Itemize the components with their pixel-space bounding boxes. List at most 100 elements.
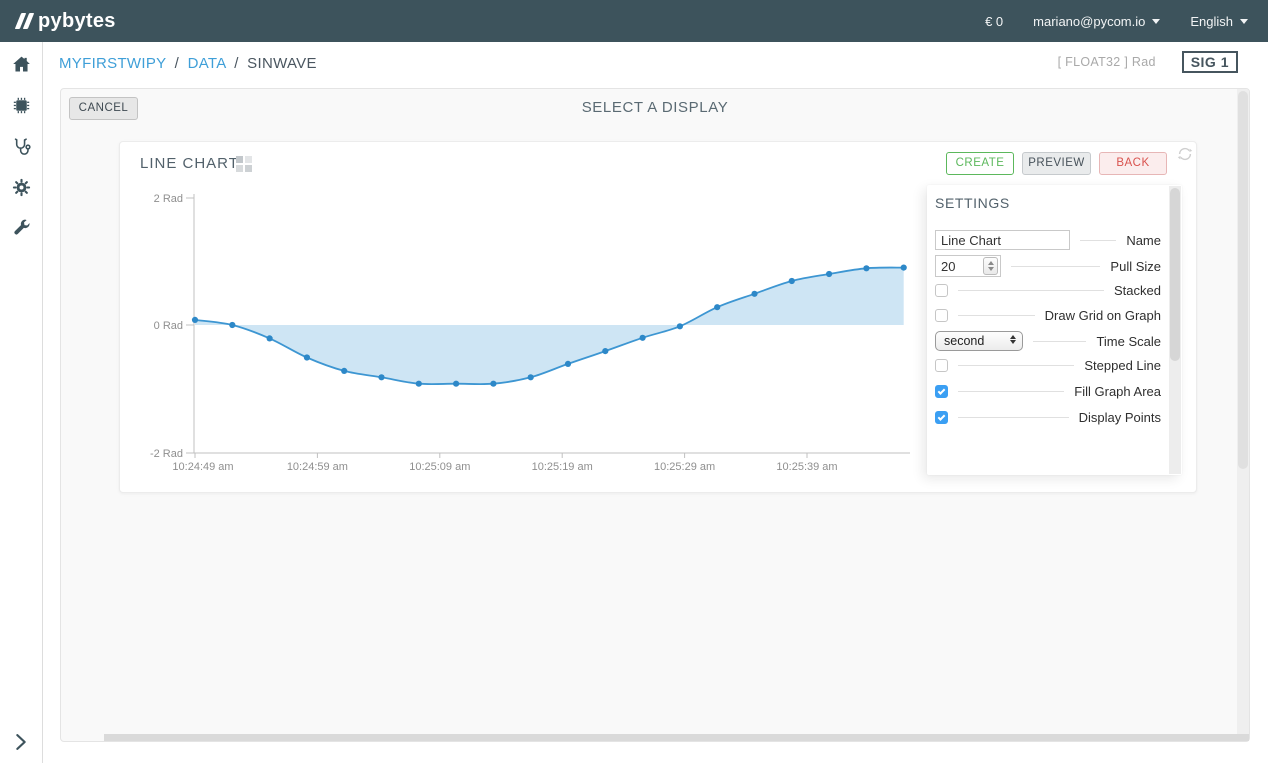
sidebar-nav — [0, 42, 43, 763]
chevron-right-icon — [10, 731, 32, 753]
settings-title: SETTINGS — [935, 195, 1161, 211]
language-menu[interactable]: English — [1190, 14, 1248, 29]
sidebar-item-diagnostics[interactable] — [10, 135, 32, 157]
setting-label-fill-area: Fill Graph Area — [1074, 384, 1161, 399]
preview-button[interactable]: PREVIEW — [1022, 152, 1091, 175]
x-tick-label: 10:24:49 am — [172, 461, 233, 473]
back-button[interactable]: BACK — [1099, 152, 1167, 175]
connector-line — [958, 391, 1064, 392]
connector-line — [958, 365, 1074, 366]
breadcrumb: MYFIRSTWIPY / DATA / SINWAVE — [59, 55, 317, 72]
chart-data-point — [901, 265, 907, 271]
balance-value: € 0 — [985, 14, 1003, 29]
sidebar-item-tools[interactable] — [10, 217, 32, 239]
stepped-line-checkbox[interactable] — [935, 359, 948, 372]
sidebar-item-devices[interactable] — [10, 94, 32, 116]
setting-row-name: Name — [935, 229, 1161, 251]
breadcrumb-current-signal: SINWAVE — [247, 55, 317, 72]
setting-label-draw-grid: Draw Grid on Graph — [1045, 308, 1161, 323]
time-scale-select[interactable]: second — [935, 331, 1023, 351]
create-button[interactable]: CREATE — [946, 152, 1014, 175]
y-tick-label: -2 Rad — [150, 448, 183, 460]
setting-row-fill-area: Fill Graph Area — [935, 385, 1161, 398]
pybytes-app: pybytes € 0 mariano@pycom.io English — [0, 0, 1268, 763]
chart-fill-area — [195, 268, 904, 385]
setting-row-display-points: Display Points — [935, 411, 1161, 424]
chart-data-point — [863, 265, 869, 271]
breadcrumb-bar: MYFIRSTWIPY / DATA / SINWAVE [ FLOAT32 ]… — [43, 42, 1268, 88]
x-tick-label: 10:24:59 am — [287, 461, 348, 473]
connector-line — [958, 417, 1069, 418]
stethoscope-icon — [11, 136, 32, 157]
x-tick-label: 10:25:29 am — [654, 461, 715, 473]
brand-name: pybytes — [38, 10, 116, 33]
chart-data-point — [826, 271, 832, 277]
chart-data-point — [751, 291, 757, 297]
sidebar-expand-button[interactable] — [10, 731, 32, 753]
x-tick-label: 10:25:19 am — [532, 461, 593, 473]
sidebar-item-home[interactable] — [10, 53, 32, 75]
display-type-grid-icon — [236, 156, 252, 172]
chart-data-point — [528, 374, 534, 380]
chart-data-point — [341, 368, 347, 374]
fill-graph-area-checkbox[interactable] — [935, 385, 948, 398]
chart-data-point — [378, 374, 384, 380]
setting-label-time-scale: Time Scale — [1096, 334, 1161, 349]
setting-label-pull-size: Pull Size — [1110, 259, 1161, 274]
time-scale-selected-value: second — [944, 334, 984, 348]
chevron-down-icon — [1240, 19, 1248, 24]
stepper-arrows-icon[interactable] — [983, 257, 998, 275]
page-title: SELECT A DISPLAY — [61, 99, 1249, 116]
x-tick-label: 10:25:39 am — [776, 461, 837, 473]
refresh-icon[interactable] — [1177, 146, 1193, 162]
chart-data-point — [267, 335, 273, 341]
chart-data-point — [229, 322, 235, 328]
x-tick-label: 10:25:09 am — [409, 461, 470, 473]
home-icon — [11, 54, 32, 75]
connector-line — [1080, 240, 1116, 241]
chart-data-point — [416, 381, 422, 387]
connector-line — [1033, 341, 1086, 342]
breadcrumb-separator: / — [175, 55, 179, 72]
setting-row-stepped-line: Stepped Line — [935, 359, 1161, 372]
chevron-down-icon — [1152, 19, 1160, 24]
setting-label-display-points: Display Points — [1079, 410, 1161, 425]
setting-label-name: Name — [1126, 233, 1161, 248]
y-tick-label: 2 Rad — [154, 193, 183, 205]
wrench-icon — [11, 218, 32, 239]
user-menu[interactable]: mariano@pycom.io — [1033, 14, 1160, 29]
chart-data-point — [602, 348, 608, 354]
pybytes-logo[interactable]: pybytes — [0, 10, 116, 33]
chart-data-point — [490, 381, 496, 387]
setting-label-stepped-line: Stepped Line — [1084, 358, 1161, 373]
chart-data-point — [714, 304, 720, 310]
display-points-checkbox[interactable] — [935, 411, 948, 424]
breadcrumb-device-link[interactable]: MYFIRSTWIPY — [59, 55, 166, 72]
chip-icon — [11, 95, 32, 116]
panel-scrollbar[interactable] — [1237, 89, 1249, 741]
sidebar-item-settings[interactable] — [10, 176, 32, 198]
select-arrows-icon — [1010, 335, 1016, 344]
draw-grid-checkbox[interactable] — [935, 309, 948, 322]
signal-type-label: [ FLOAT32 ] Rad — [1058, 55, 1156, 69]
horizontal-scrollbar[interactable] — [104, 734, 1249, 741]
stacked-checkbox[interactable] — [935, 284, 948, 297]
line-chart-plot: 2 Rad0 Rad-2 Rad10:24:49 am10:24:59 am10… — [120, 188, 920, 478]
chart-data-point — [789, 278, 795, 284]
breadcrumb-data-link[interactable]: DATA — [188, 55, 226, 72]
connector-line — [958, 290, 1104, 291]
chart-data-point — [565, 361, 571, 367]
chart-data-point — [640, 335, 646, 341]
name-input[interactable] — [935, 230, 1070, 250]
balance-indicator[interactable]: € 0 — [985, 14, 1003, 29]
gear-icon — [11, 177, 32, 198]
chart-data-point — [677, 323, 683, 329]
setting-label-stacked: Stacked — [1114, 283, 1161, 298]
line-chart-card: LINE CHART CREATE PREVIEW BACK 2 Rad0 Ra… — [119, 141, 1197, 493]
settings-scrollbar[interactable] — [1169, 186, 1181, 474]
chart-data-point — [192, 317, 198, 323]
user-email: mariano@pycom.io — [1033, 14, 1145, 29]
setting-row-pull-size: Pull Size — [935, 255, 1161, 277]
connector-line — [958, 315, 1035, 316]
top-navigation-bar: pybytes € 0 mariano@pycom.io English — [0, 0, 1268, 42]
